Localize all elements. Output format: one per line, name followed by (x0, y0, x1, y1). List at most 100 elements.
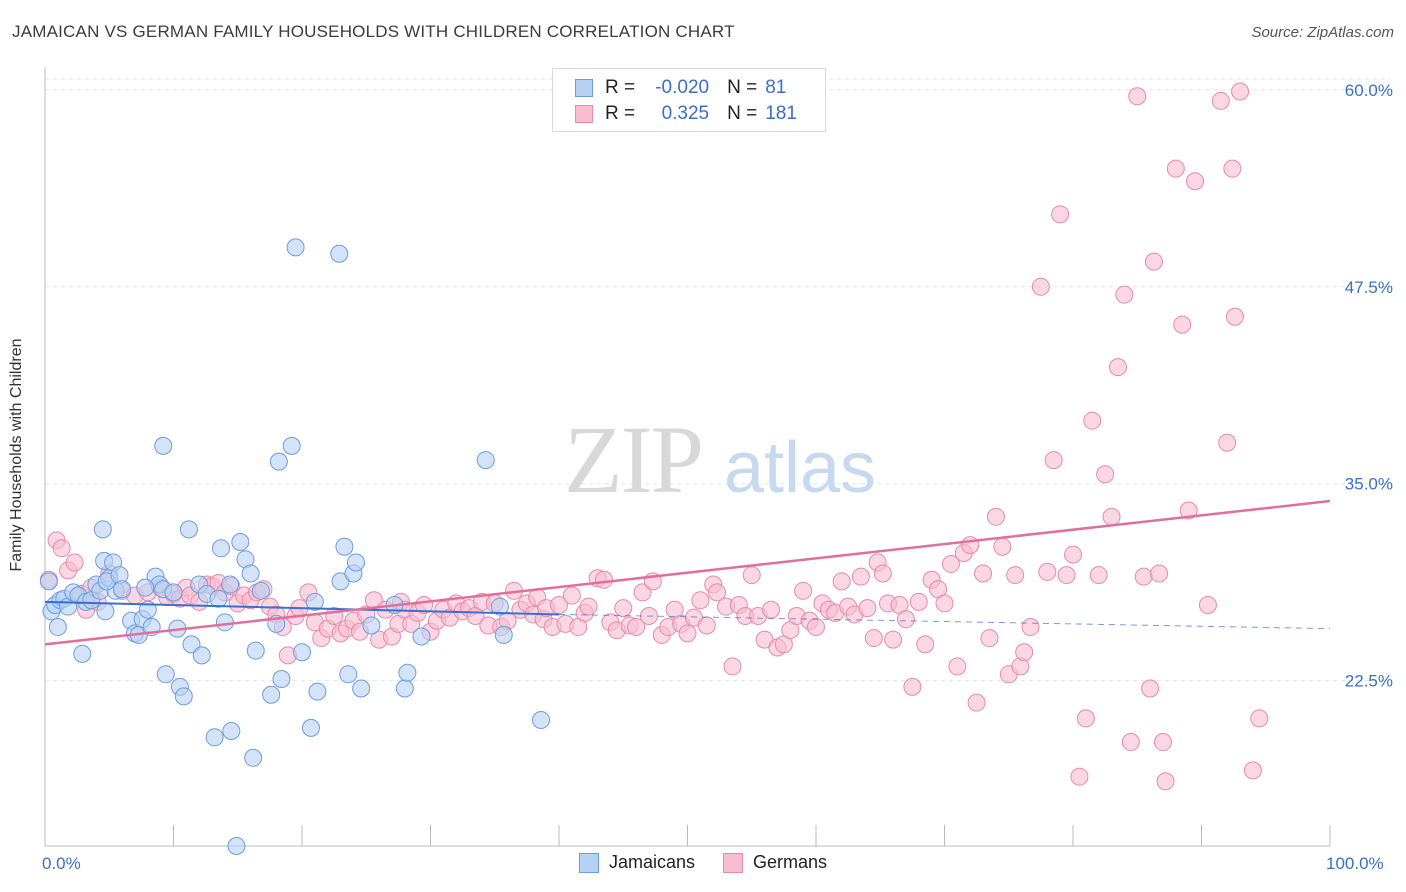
jamaican-point (154, 436, 173, 455)
german-point (1134, 567, 1153, 586)
german-point (1121, 733, 1140, 752)
german-point (1173, 315, 1192, 334)
german-point (1225, 307, 1244, 326)
german-point (1153, 733, 1172, 752)
legend-swatch-germans (575, 105, 593, 123)
german-point (807, 618, 825, 637)
german-point (1128, 87, 1147, 106)
jamaican-point (305, 592, 324, 611)
jamaican-point (335, 537, 354, 556)
legend-label-germans: Germans (753, 852, 828, 872)
german-point (851, 567, 870, 586)
jamaican-point (330, 244, 349, 263)
jamaican-point (532, 710, 551, 729)
jamaican-point (282, 436, 301, 455)
jamaicans-trend-line (44, 600, 560, 616)
jamaican-point (96, 602, 115, 621)
jamaican-point (494, 625, 513, 644)
series-legend: Jamaicans Germans (0, 852, 1406, 873)
german-point (691, 591, 710, 610)
y-tick-label: 35.0% (1345, 475, 1393, 494)
german-point (858, 599, 877, 618)
jamaican-point (352, 679, 371, 698)
german-point (1015, 643, 1034, 662)
jamaican-point (490, 597, 509, 616)
german-point (986, 507, 1005, 526)
jamaican-point (395, 679, 414, 698)
jamaican-point (182, 635, 201, 654)
jamaican-point (212, 539, 231, 558)
german-point (594, 570, 613, 589)
jamaican-point (156, 665, 175, 684)
jamaican-point (362, 616, 381, 635)
german-point (1150, 564, 1169, 583)
source-credit: Source: ZipAtlas.com (1251, 24, 1394, 41)
jamaicans-trend-extension (558, 613, 1331, 630)
german-point (1166, 159, 1185, 178)
german-point (1250, 709, 1269, 728)
jamaican-point (179, 520, 198, 539)
german-point (1218, 433, 1237, 452)
axes (44, 67, 1331, 847)
jamaican-point (241, 564, 260, 583)
jamaican-point (308, 682, 327, 701)
german-point (864, 629, 883, 648)
y-tick-label: 47.5% (1345, 278, 1393, 297)
german-point (967, 693, 986, 712)
german-point (1108, 358, 1127, 377)
jamaican-point (346, 553, 365, 572)
jamaican-point (251, 581, 270, 600)
jamaican-point (476, 451, 495, 470)
legend-r-value: -0.020 (655, 77, 710, 98)
jamaican-point (293, 643, 311, 662)
legend-n-label: N = (727, 77, 758, 98)
legend-r-label: R = (605, 103, 636, 124)
jamaican-point (262, 685, 281, 704)
german-point (884, 630, 903, 649)
german-point (1115, 285, 1134, 304)
legend-item-germans[interactable]: Germans (723, 852, 827, 873)
jamaican-point (286, 238, 305, 257)
jamaican-point (269, 452, 288, 471)
jamaican-point (272, 670, 291, 689)
german-point (1070, 767, 1089, 786)
legend-n-value: 181 (765, 103, 797, 124)
german-point (974, 564, 993, 583)
german-point (1021, 618, 1040, 637)
legend-n-label: N = (727, 103, 758, 124)
y-tick-label: 60.0% (1345, 81, 1393, 100)
german-point (708, 583, 727, 602)
german-point (562, 586, 581, 605)
german-point (794, 581, 813, 600)
jamaican-point (164, 583, 183, 602)
german-point (1102, 507, 1121, 526)
german-point (935, 594, 954, 613)
germans-trend-line (44, 499, 1331, 646)
german-point (1198, 595, 1217, 614)
german-point (832, 572, 851, 591)
german-point (697, 616, 716, 635)
watermark-atlas: atlas (724, 428, 876, 508)
x-tick-min: 0.0% (42, 854, 81, 873)
jamaican-point (339, 665, 358, 684)
german-point (579, 597, 598, 616)
jamaican-point (138, 600, 157, 619)
jamaican-point (246, 641, 265, 660)
legend-row-jamaicans: R = -0.020 N = 81 (575, 76, 786, 100)
german-point (614, 599, 633, 618)
jamaican-point (73, 644, 92, 663)
legend-r-value: 0.325 (661, 103, 710, 124)
german-point (1179, 501, 1198, 520)
german-point (1089, 566, 1108, 585)
german-point (948, 657, 967, 676)
jamaican-point (221, 575, 240, 594)
y-tick-label: 22.5% (1345, 672, 1393, 691)
legend-item-jamaicans[interactable]: Jamaicans (578, 852, 695, 873)
german-point (723, 657, 742, 676)
legend-n-value: 81 (765, 77, 787, 98)
german-point (627, 618, 646, 637)
jamaican-point (301, 718, 320, 737)
jamaicans-points (39, 238, 551, 855)
german-point (1064, 545, 1082, 564)
legend-row-germans: R = 0.325 N = 181 (575, 102, 797, 126)
